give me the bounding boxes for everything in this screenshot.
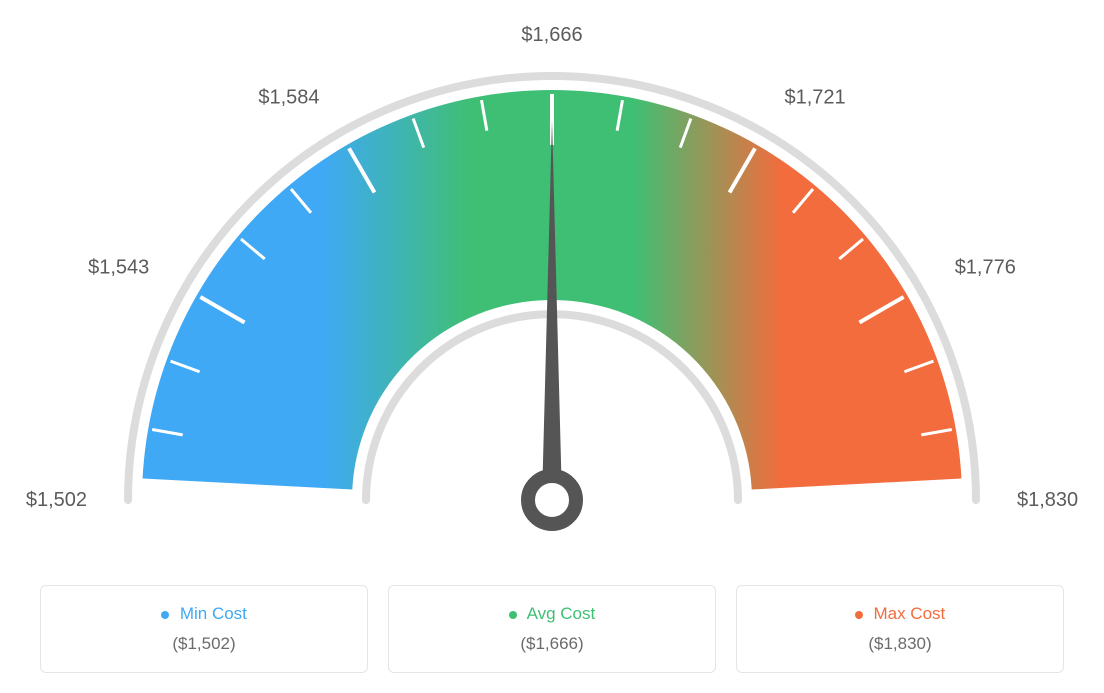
legend-card-min: Min Cost ($1,502) [40,585,368,673]
dot-icon [855,611,863,619]
legend-label-avg: Avg Cost [527,604,596,623]
cost-gauge-chart: $1,502 $1,543 $1,584 $1,666 $1,721 $1,776 $1,8… [20,20,1084,673]
gauge-hub [528,476,576,524]
gauge-tick-label: $1,776 [955,257,1016,279]
legend-card-avg: Avg Cost ($1,666) [388,585,716,673]
gauge-tick-label: $1,830 [1017,489,1078,511]
gauge-tick-label: $1,666 [521,24,582,46]
gauge-tick-label: $1,584 [258,86,319,108]
gauge-svg: $1,502 $1,543 $1,584 $1,666 $1,721 $1,776 $1,8… [20,20,1084,560]
legend-title-avg: Avg Cost [405,604,699,624]
gauge-tick-label: $1,543 [88,257,149,279]
gauge-svg-wrap: $1,502 $1,543 $1,584 $1,666 $1,721 $1,776 $1,8… [20,20,1084,560]
gauge-tick-label: $1,721 [785,86,846,108]
legend-title-min: Min Cost [57,604,351,624]
legend-value-min: ($1,502) [57,634,351,654]
dot-icon [161,611,169,619]
gauge-tick-label: $1,502 [26,489,87,511]
legend-title-max: Max Cost [753,604,1047,624]
legend-label-max: Max Cost [873,604,945,623]
legend-value-max: ($1,830) [753,634,1047,654]
dot-icon [509,611,517,619]
legend-label-min: Min Cost [180,604,247,623]
legend-value-avg: ($1,666) [405,634,699,654]
legend-row: Min Cost ($1,502) Avg Cost ($1,666) Max … [20,585,1084,673]
legend-card-max: Max Cost ($1,830) [736,585,1064,673]
